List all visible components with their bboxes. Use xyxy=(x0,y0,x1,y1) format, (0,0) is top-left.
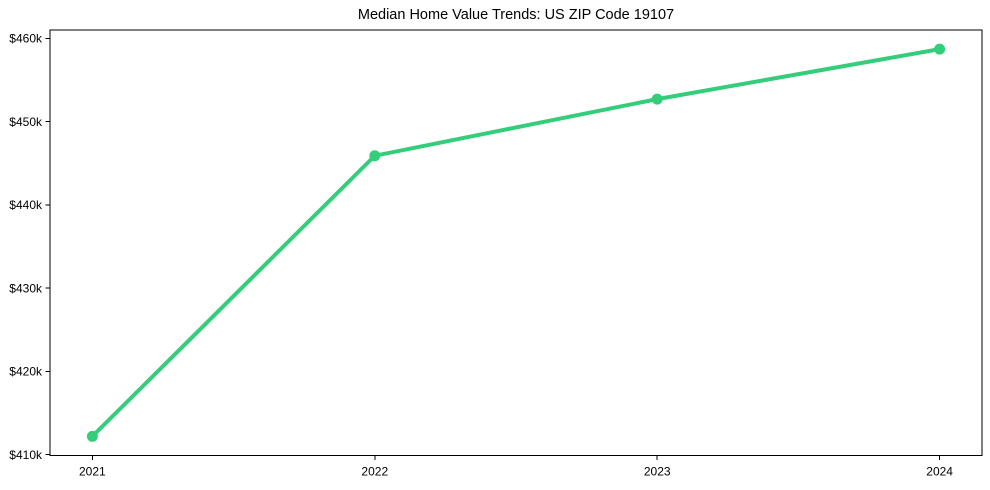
y-axis-tick-label: $440k xyxy=(9,198,43,212)
trend-line xyxy=(90,47,942,439)
y-axis-tick-label: $420k xyxy=(9,365,43,379)
x-axis-tick-label: 2023 xyxy=(644,465,671,479)
plot-frame xyxy=(49,29,983,456)
data-point xyxy=(934,43,946,55)
chart-title: Median Home Value Trends: US ZIP Code 19… xyxy=(357,7,675,23)
data-point xyxy=(369,150,381,162)
y-axis-tick-label: $450k xyxy=(9,115,43,129)
y-axis-tick-label: $460k xyxy=(9,32,43,46)
data-point xyxy=(651,93,663,105)
y-axis-tick-label: $430k xyxy=(9,281,43,295)
data-point xyxy=(86,430,98,442)
x-axis-tick-label: 2021 xyxy=(79,465,106,479)
x-axis-tick-label: 2022 xyxy=(361,465,388,479)
y-axis-tick-label: $410k xyxy=(9,448,43,462)
x-axis-tick-label: 2024 xyxy=(926,465,953,479)
